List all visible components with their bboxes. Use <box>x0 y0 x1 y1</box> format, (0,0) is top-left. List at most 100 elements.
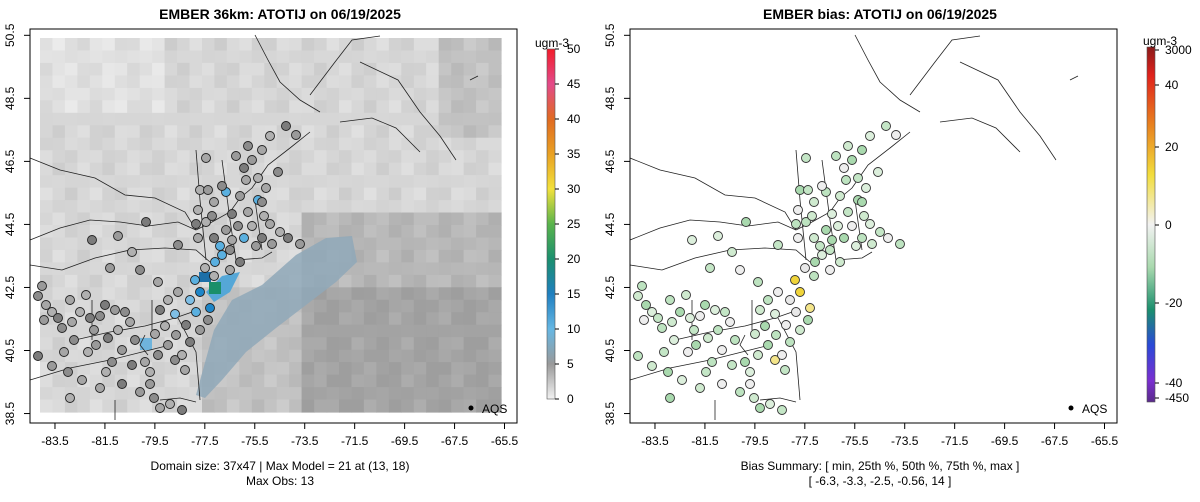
aqs-station-marker <box>120 307 130 317</box>
aqs-station-marker <box>100 300 110 310</box>
model-grid-cell <box>289 38 303 52</box>
aqs-station-marker <box>145 379 155 389</box>
aqs-station-marker <box>653 313 663 323</box>
aqs-station-marker <box>793 205 803 215</box>
model-grid-cell <box>89 112 103 126</box>
model-grid-cell <box>326 362 340 376</box>
model-grid-cell <box>164 374 178 388</box>
model-grid-cell <box>426 324 440 338</box>
model-grid-cell <box>388 312 402 326</box>
model-grid-cell <box>488 399 502 413</box>
aqs-station-marker <box>740 357 750 367</box>
model-grid-cell <box>164 175 178 189</box>
model-grid-cell <box>351 187 365 201</box>
model-grid-cell <box>89 362 103 376</box>
model-grid-cell <box>451 349 465 363</box>
model-grid-cell <box>102 399 116 413</box>
aqs-station-marker <box>225 265 235 275</box>
model-grid-cell <box>401 162 415 176</box>
model-grid-cell <box>413 137 427 151</box>
border-line <box>159 397 197 403</box>
model-grid-cell <box>426 399 440 413</box>
aqs-station-marker <box>259 211 269 221</box>
aqs-station-marker <box>117 379 127 389</box>
model-grid-cell <box>438 162 452 176</box>
model-grid-cell <box>351 137 365 151</box>
model-grid-cell <box>488 349 502 363</box>
model-grid-cell <box>339 50 353 64</box>
model-grid-cell <box>413 299 427 313</box>
aqs-station-marker <box>53 313 63 323</box>
aqs-station-marker <box>633 291 643 301</box>
model-grid-cell <box>177 75 191 89</box>
model-grid-cell <box>77 75 91 89</box>
border-line <box>74 309 199 341</box>
aqs-station-marker <box>203 185 213 195</box>
model-grid-cell <box>463 87 477 101</box>
model-grid-cell <box>476 237 490 251</box>
aqs-station-marker <box>750 329 760 339</box>
model-grid-cell <box>214 387 228 401</box>
model-grid-cell <box>363 200 377 214</box>
model-grid-cell <box>438 225 452 239</box>
model-grid-cell <box>114 274 128 288</box>
model-grid-cell <box>476 200 490 214</box>
map-frame <box>629 28 1118 424</box>
model-grid-cell <box>426 112 440 126</box>
domain-summary-caption: Domain size: 37x47 | Max Model = 21 at (… <box>150 459 410 473</box>
aqs-station-marker <box>713 231 723 241</box>
model-grid-cell <box>426 75 440 89</box>
aqs-station-marker <box>763 295 773 305</box>
aqs-station-marker <box>155 305 165 315</box>
model-grid-cell <box>339 274 353 288</box>
model-grid-cell <box>164 87 178 101</box>
aqs-station-marker <box>69 335 79 345</box>
model-grid-cell <box>351 299 365 313</box>
model-grid-cell <box>401 287 415 301</box>
model-grid-cell <box>276 50 290 64</box>
model-grid-cell <box>164 50 178 64</box>
model-grid-cell <box>488 362 502 376</box>
model-grid-cell <box>339 150 353 164</box>
model-grid-cell <box>438 50 452 64</box>
model-grid-cell <box>152 212 166 226</box>
model-grid-cell <box>314 187 328 201</box>
model-grid-cell <box>189 137 203 151</box>
model-grid-cell <box>202 38 216 52</box>
aqs-station-marker <box>803 185 813 195</box>
model-grid-cell <box>314 87 328 101</box>
model-grid-cell <box>152 38 166 52</box>
aqs-station-marker <box>677 375 687 385</box>
model-grid-cell <box>301 150 315 164</box>
model-grid-cell <box>239 387 253 401</box>
colorbar-scale <box>1146 46 1156 403</box>
model-grid-cell <box>463 162 477 176</box>
model-grid-cell <box>202 50 216 64</box>
aqs-station-marker <box>145 367 155 377</box>
model-grid-cell <box>77 362 91 376</box>
model-grid-cell <box>214 100 228 114</box>
model-grid-cell <box>276 38 290 52</box>
model-grid-cell <box>376 50 390 64</box>
model-grid-cell <box>89 187 103 201</box>
model-grid-cell <box>438 237 452 251</box>
model-grid-cell <box>114 87 128 101</box>
model-grid-cell <box>376 75 390 89</box>
aqs-station-marker <box>753 350 763 360</box>
aqs-station-marker <box>130 335 140 345</box>
model-grid-cell <box>488 162 502 176</box>
x-tick-label: -73.5 <box>891 434 919 448</box>
model-grid-cell <box>52 137 66 151</box>
model-grid-cell <box>451 38 465 52</box>
colorbar-tick-label: 50 <box>567 42 581 56</box>
model-grid-cell <box>301 175 315 189</box>
model-grid-cell <box>401 75 415 89</box>
aqs-station-marker <box>235 191 245 201</box>
border-line <box>835 251 873 261</box>
model-grid-cell <box>52 249 66 263</box>
concentration-plume <box>140 236 357 398</box>
model-grid-cell <box>413 75 427 89</box>
aqs-station-marker <box>85 313 95 323</box>
model-grid-cell <box>164 162 178 176</box>
model-grid-cell <box>438 187 452 201</box>
